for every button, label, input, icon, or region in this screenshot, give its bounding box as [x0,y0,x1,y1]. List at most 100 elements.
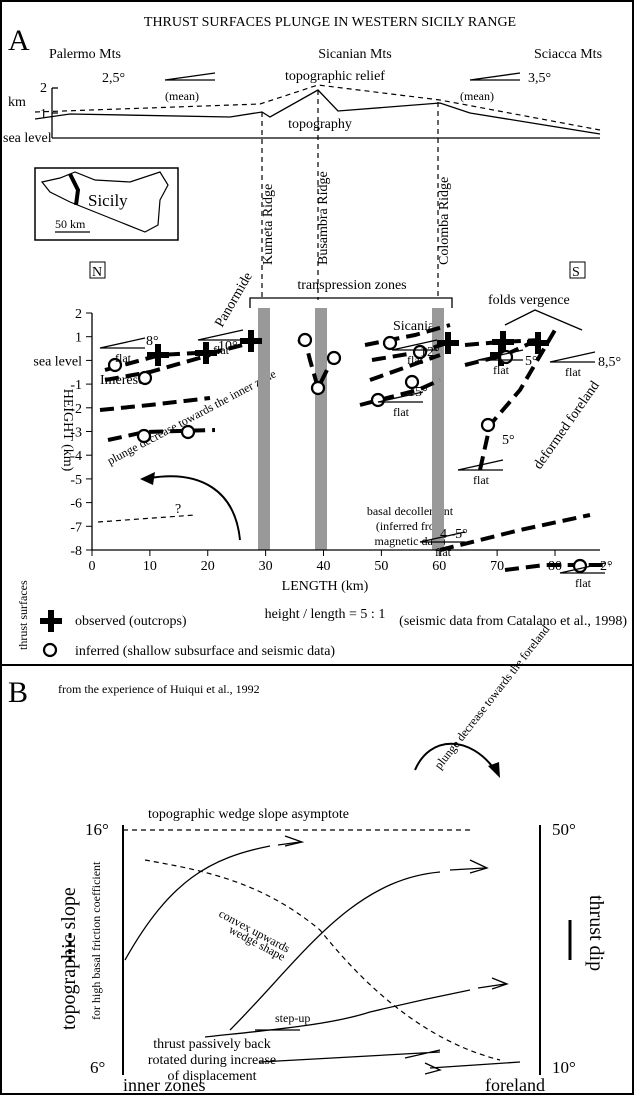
angle-symbol [377,391,424,403]
y-tick-label: -7 [70,520,82,535]
relief-label: topographic relief [285,69,385,84]
flat-label: flat [473,473,490,487]
bottom-label: foreland [485,1075,545,1095]
inset-name: Sicily [88,191,128,210]
y-axis-title: HEIGHT (km) [60,389,75,472]
label: of displacement [167,1069,256,1084]
angle-label: 12° [420,345,440,360]
angle-label: 2° [600,559,613,574]
x-tick-label: 0 [89,559,96,574]
axes [68,825,572,1075]
y-tick-label: -2 [70,402,82,417]
label: thrust passively back [153,1037,270,1052]
thrusts [99,323,610,572]
mountain: Sciacca Mts [534,47,602,62]
angle-label: 8° [146,334,159,349]
angle-label: 10° [218,339,238,354]
arrowhead [488,762,500,778]
angle-symbols: flat8°flat10°flat12°flat15°flat5°flat8,5… [99,329,621,590]
note: (mean) [165,89,199,103]
angle-label: 15° [408,385,428,400]
sea-level: sea level [3,131,52,146]
legend-text: inferred (shallow subsurface and seismic… [75,644,335,659]
arrow [149,475,241,541]
flat-label: flat [393,405,410,419]
angle-label: 5° [502,433,515,448]
angle-symbol [477,349,524,361]
y-tick-label: 1 [75,331,82,346]
y-tick-label: sea level [33,354,82,369]
axis-title: thrust dip [585,895,607,971]
label: rotated during increase [148,1053,276,1068]
inset-map [34,167,179,241]
label: transpression zones [297,278,406,293]
y-tick-label: -8 [70,544,82,559]
panel-label: B [8,676,28,709]
unit: km [8,95,26,110]
ridge: Kumeta Ridge [261,184,276,265]
label: ? [175,502,181,517]
flat-label: flat [575,576,592,590]
tick: 1 [40,107,47,122]
axis-tick: 50° [552,820,576,839]
thrust [97,514,196,523]
flat-label: flat [565,365,582,379]
x-tick-label: 70 [490,559,504,574]
axis-tick: 6° [90,1058,105,1077]
ridge: Colomba Ridge [437,177,452,265]
angle-label: 8,5° [598,355,621,370]
y-tick-label: 2 [75,307,82,322]
flat-label: flat [493,363,510,377]
x-tick-label: 20 [201,559,215,574]
label: step-up [275,1011,310,1025]
flat-label: flat [407,353,424,367]
wedge-curves [124,835,521,1075]
x-tick-label: 60 [432,559,446,574]
note: (mean) [460,89,494,103]
topo-label: topography [288,117,352,132]
label: Panormide [212,270,255,330]
x-tick-label: 30 [259,559,273,574]
label: plunge decrease towards the foreland [431,622,552,771]
south: S [572,265,580,280]
relief-profile [34,72,601,300]
ratio: height / length = 5 : 1 [265,607,386,622]
box [89,261,106,279]
y-tick-label: -4 [70,449,82,464]
axis-tick: 10° [552,1058,576,1077]
angle-label: 4 -5° [440,527,468,542]
angle-label: 5° [525,354,538,369]
angle-symbol [391,339,438,351]
axis-subtitle: for high basal friction coefficient [89,861,103,1020]
angle-symbol [197,329,244,341]
label: deformed foreland [531,379,603,473]
flat-label: flat [115,351,132,365]
angle-symbol [559,562,606,574]
angle-symbol [549,351,596,363]
legend-title: thrust surfaces [16,580,30,650]
legend-inferred-icon [42,642,58,658]
north: N [92,265,102,280]
label: topographic wedge slope asymptote [148,807,349,822]
x-tick-label: 50 [374,559,388,574]
inferred-marks [107,332,588,574]
x-tick-label: 10 [143,559,157,574]
bottom-label: inner zones [123,1075,205,1095]
axis-title: topographic slope [58,887,80,1030]
title: THRUST SURFACES PLUNGE IN WESTERN SICILY… [144,15,516,30]
panel-label: A [8,24,30,57]
x-tick-label: 40 [317,559,331,574]
angle: 2,5° [102,71,125,86]
source: from the experience of Huiqui et al., 19… [58,682,260,696]
axes: 2 1 sea level -1 -2 -3 -4 -5 -6 -7 -8 0 10 20 30 40 50 60… [33,307,600,574]
angle: 3,5° [528,71,551,86]
tick: 2 [40,81,47,96]
arrow [414,742,496,771]
flat-label: flat [435,545,452,559]
legend-source: (seismic data from Catalano et al., 1998… [399,614,627,629]
arrowhead [140,472,155,485]
transpression-band [258,308,444,550]
y-tick-label: -6 [70,497,82,512]
